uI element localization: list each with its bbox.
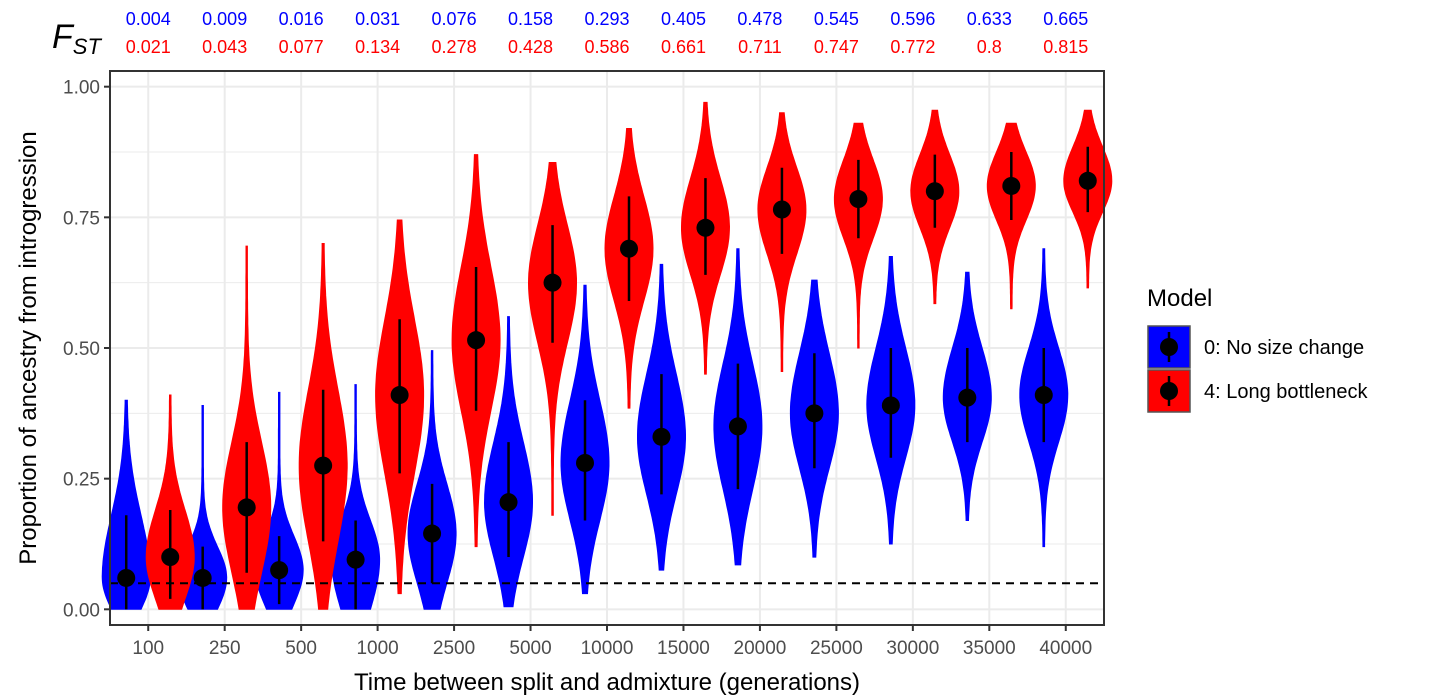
fst-label-sub: ST <box>73 34 103 59</box>
x-tick-label: 35000 <box>963 638 1016 659</box>
median-point <box>772 200 791 219</box>
fst-value-row2: 0.772 <box>890 37 935 57</box>
median-point <box>881 396 900 415</box>
fst-value-row2: 0.8 <box>977 37 1002 57</box>
median-point <box>237 498 256 517</box>
x-axis-title: Time between split and admixture (genera… <box>354 669 860 696</box>
fst-value-row2: 0.815 <box>1043 37 1088 57</box>
fst-value-row1: 0.596 <box>890 9 935 29</box>
fst-value-row1: 0.478 <box>737 9 782 29</box>
x-tick-label: 5000 <box>509 638 551 659</box>
fst-value-row1: 0.545 <box>814 9 859 29</box>
fst-value-row1: 0.665 <box>1043 9 1088 29</box>
x-tick-label: 2500 <box>433 638 475 659</box>
y-axis-title: Proportion of ancestry from introgressio… <box>15 131 42 565</box>
legend-key-point <box>1160 382 1178 400</box>
legend-key-point <box>1160 338 1178 356</box>
series-0-summary <box>117 348 1053 610</box>
fst-value-row2: 0.428 <box>508 37 553 57</box>
fst-value-row2: 0.021 <box>126 37 171 57</box>
median-point <box>193 568 212 587</box>
median-point <box>314 456 333 475</box>
fst-value-row1: 0.076 <box>432 9 477 29</box>
fst-header: FST 0.004 0.009 0.016 0.031 0.076 0.158 0.293 0… <box>52 9 1088 59</box>
x-tick-label: 30000 <box>886 638 939 659</box>
fst-value-row1: 0.009 <box>202 9 247 29</box>
median-point <box>620 239 638 258</box>
x-tick-label: 40000 <box>1039 638 1092 659</box>
median-point <box>543 273 562 292</box>
fst-value-row2: 0.747 <box>814 37 859 57</box>
median-point <box>1034 386 1053 405</box>
violin <box>101 399 151 610</box>
fst-value-row2: 0.661 <box>661 37 706 57</box>
x-tick-label: 500 <box>285 638 317 659</box>
y-axis: 0.00 0.25 0.50 0.75 1.00 <box>63 78 110 621</box>
violin <box>222 245 272 610</box>
fst-value-row1: 0.016 <box>279 9 324 29</box>
median-point <box>346 550 365 569</box>
y-tick-label: 0.00 <box>63 600 100 621</box>
x-tick-label: 20000 <box>734 638 787 659</box>
fst-value-row1: 0.405 <box>661 9 706 29</box>
median-point <box>1078 171 1097 190</box>
y-tick-label: 0.50 <box>63 339 100 360</box>
fst-value-row1: 0.031 <box>355 9 400 29</box>
legend-label: 0: No size change <box>1204 337 1364 359</box>
fst-value-row2: 0.043 <box>202 37 247 57</box>
legend-title: Model <box>1147 285 1212 312</box>
fst-value-row2: 0.711 <box>738 37 782 57</box>
fst-value-row1: 0.004 <box>126 9 171 29</box>
series-1-summary <box>161 146 1097 599</box>
legend-label: 4: Long bottleneck <box>1204 381 1368 403</box>
x-tick-label: 250 <box>209 638 241 659</box>
fst-value-row2: 0.134 <box>355 37 400 57</box>
fst-value-row1: 0.293 <box>584 9 629 29</box>
median-point <box>805 404 824 423</box>
median-point <box>925 182 944 201</box>
violin <box>145 394 195 610</box>
fst-label-main: F <box>52 18 75 56</box>
median-point <box>161 548 180 567</box>
median-point <box>467 331 486 350</box>
median-point <box>849 190 868 209</box>
violin <box>407 350 457 610</box>
x-tick-label: 25000 <box>810 638 863 659</box>
x-tick-label: 1000 <box>356 638 398 659</box>
median-point <box>270 561 289 580</box>
x-axis: 100 250 500 1000 2500 5000 10000 15000 20000 2500… <box>132 625 1092 659</box>
median-point <box>390 386 409 405</box>
fst-label: FST <box>52 18 102 59</box>
x-tick-label: 10000 <box>581 638 634 659</box>
median-point <box>696 218 715 237</box>
legend: Model 0: No size change 4: Long bottlenec… <box>1147 285 1368 413</box>
x-tick-label: 100 <box>132 638 164 659</box>
fst-value-row2: 0.077 <box>279 37 324 57</box>
median-point <box>652 427 671 446</box>
fst-value-row1: 0.158 <box>508 9 553 29</box>
y-tick-label: 1.00 <box>63 78 100 99</box>
median-point <box>728 417 747 436</box>
x-tick-label: 15000 <box>657 638 710 659</box>
median-point <box>499 493 518 512</box>
median-point <box>423 524 442 543</box>
plot-area <box>101 70 1113 626</box>
median-point <box>1002 176 1021 195</box>
fst-value-row2: 0.586 <box>584 37 629 57</box>
median-point <box>576 453 594 472</box>
fst-value-row1: 0.633 <box>967 9 1012 29</box>
y-tick-label: 0.75 <box>63 208 100 229</box>
y-tick-label: 0.25 <box>63 470 100 491</box>
fst-value-row2: 0.278 <box>432 37 477 57</box>
median-point <box>958 388 977 407</box>
median-point <box>117 568 136 587</box>
